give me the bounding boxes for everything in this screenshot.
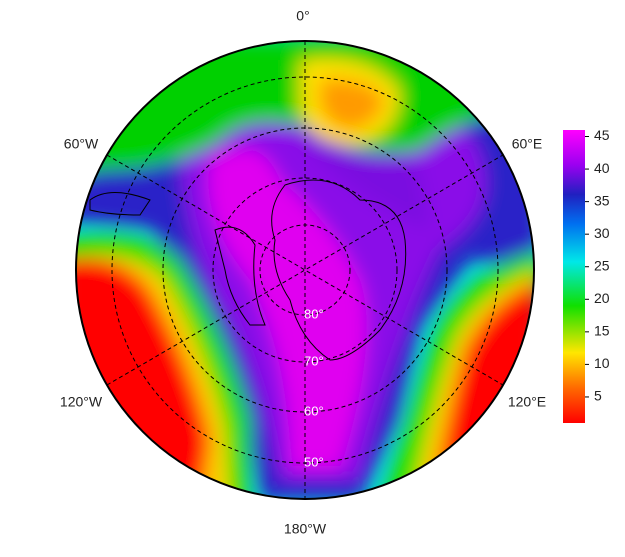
colorbar-tick-label: 40 [594,160,610,176]
longitude-label: 120°W [60,394,103,410]
colorbar-tick-label: 10 [594,355,610,371]
colorbar-tick-label: 15 [594,323,610,339]
colorbar-tick-label: 45 [594,127,610,143]
colorbar-tick-label: 20 [594,290,610,306]
colorbar [563,130,585,423]
map-border [75,40,535,500]
longitude-label: 180°W [284,521,327,537]
colorbar-tick-label: 25 [594,257,610,273]
colorbar-tick-label: 5 [594,388,602,404]
longitude-label: 120°E [508,394,546,410]
field [76,41,534,499]
latitude-label: 60° [304,403,324,418]
longitude-label: 60°E [512,136,543,152]
colorbar-tick-label: 35 [594,192,610,208]
longitude-label: 0° [296,8,309,24]
latitude-label: 80° [304,306,324,321]
longitude-label: 60°W [64,136,99,152]
latitude-label: 50° [304,454,324,469]
latitude-label: 70° [304,353,324,368]
colorbar-tick-label: 30 [594,225,610,241]
